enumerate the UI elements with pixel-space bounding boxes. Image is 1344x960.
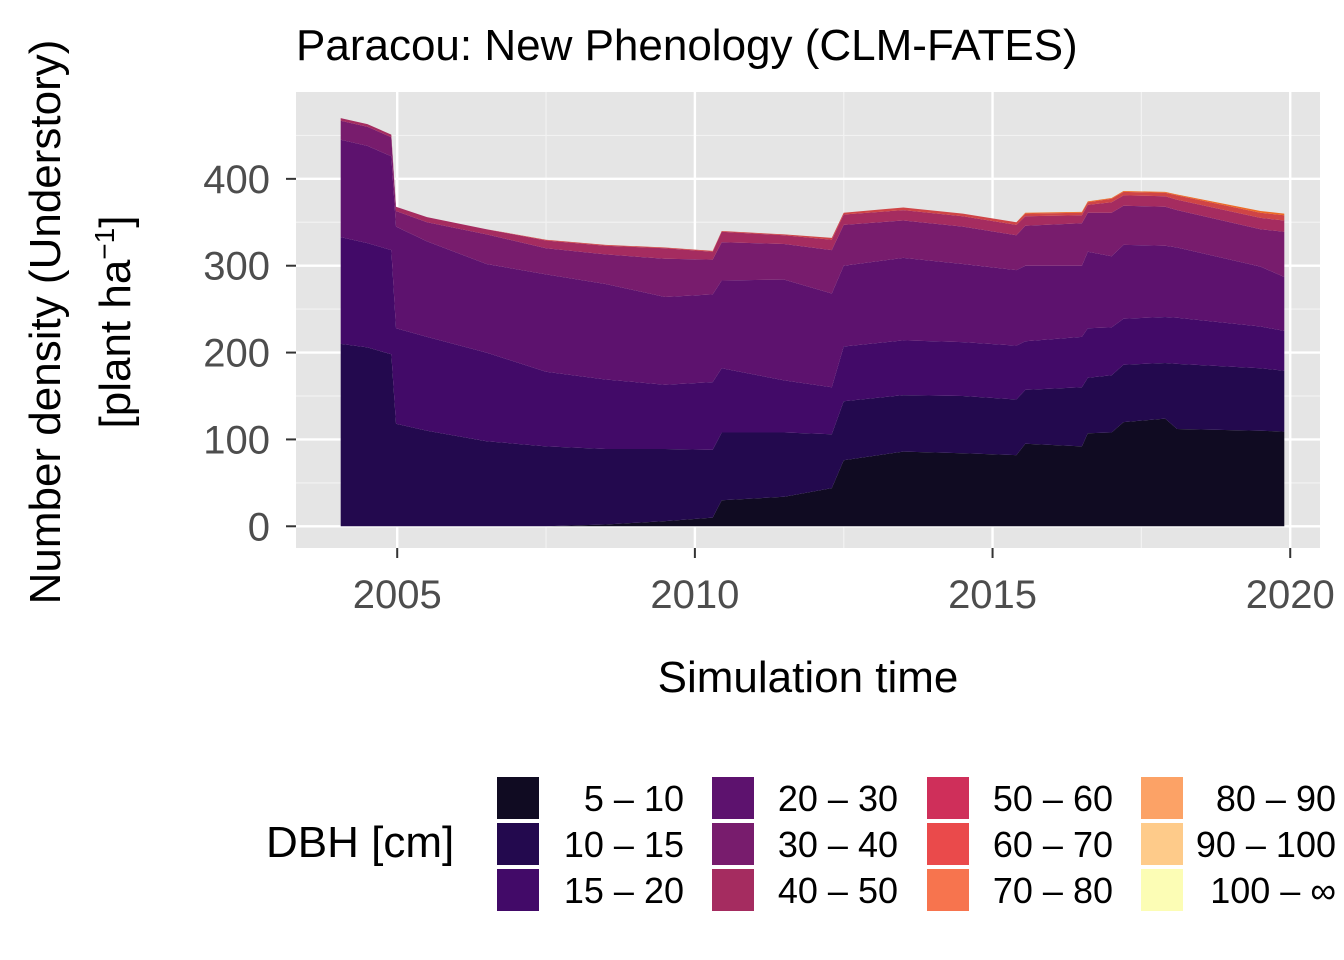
area-series-3 [340,139,1285,388]
y-axis-title-line1: Number density (Understory) [21,40,70,605]
y-axis-title-line2: [plant ha−1] [89,216,140,429]
y-axis-unit-suffix: ] [91,216,140,228]
x-tick-label: 2005 [353,573,442,617]
x-tick-label: 2010 [650,573,739,617]
legend-label: 80 – 90 [1216,778,1336,819]
stacked-areas [340,118,1285,527]
legend-swatch [1139,867,1185,913]
legend-swatch [495,821,541,867]
legend-swatch [710,821,756,867]
plot-panel [296,92,1320,548]
legend-title: DBH [cm] [266,818,454,867]
y-tick-label: 100 [203,418,270,462]
legend-label: 10 – 15 [564,824,684,865]
area-series-4 [340,120,1285,297]
y-tick-label: 300 [203,245,270,289]
legend-label: 40 – 50 [778,870,898,911]
y-tick-label: 400 [203,158,270,202]
y-tick-label: 200 [203,332,270,376]
legend-swatch [925,867,971,913]
area-series-0 [340,418,1285,527]
legend-swatch [710,867,756,913]
chart-title: Paracou: New Phenology (CLM-FATES) [296,21,1078,70]
legend-swatch [925,821,971,867]
legend-swatch [495,775,541,821]
legend-swatch [925,775,971,821]
area-series-1 [340,343,1285,527]
axes: 0 100 200 300 400 2005 2010 2015 2020 [203,158,1334,617]
x-tick-label: 2015 [948,573,1037,617]
legend-label: 30 – 40 [778,824,898,865]
legend-swatch [495,867,541,913]
legend-items: 5 – 10 10 – 15 15 – 20 20 – 30 30 – 40 40 – 5… [495,775,1336,913]
legend-swatch [1139,821,1185,867]
x-axis-title: Simulation time [658,653,959,702]
legend-swatch [1139,775,1185,821]
legend-label: 50 – 60 [993,778,1113,819]
legend: DBH [cm] 5 – 10 10 – 15 15 – 20 20 – 30 30 –… [266,775,1336,913]
y-axis-title: Number density (Understory) [plant ha−1] [21,40,140,605]
legend-label: 60 – 70 [993,824,1113,865]
area-series-2 [340,237,1285,450]
y-axis-unit-prefix: [plant ha [91,259,140,428]
legend-label: 5 – 10 [584,778,684,819]
legend-label: 100 – ∞ [1210,870,1336,911]
legend-label: 70 – 80 [993,870,1113,911]
y-tick-label: 0 [248,505,270,549]
legend-label: 90 – 100 [1196,824,1336,865]
x-tick-label: 2020 [1246,573,1335,617]
y-axis-unit-superscript: −1 [89,228,120,260]
legend-label: 20 – 30 [778,778,898,819]
area-series-5 [340,118,1285,260]
legend-label: 15 – 20 [564,870,684,911]
legend-swatch [710,775,756,821]
